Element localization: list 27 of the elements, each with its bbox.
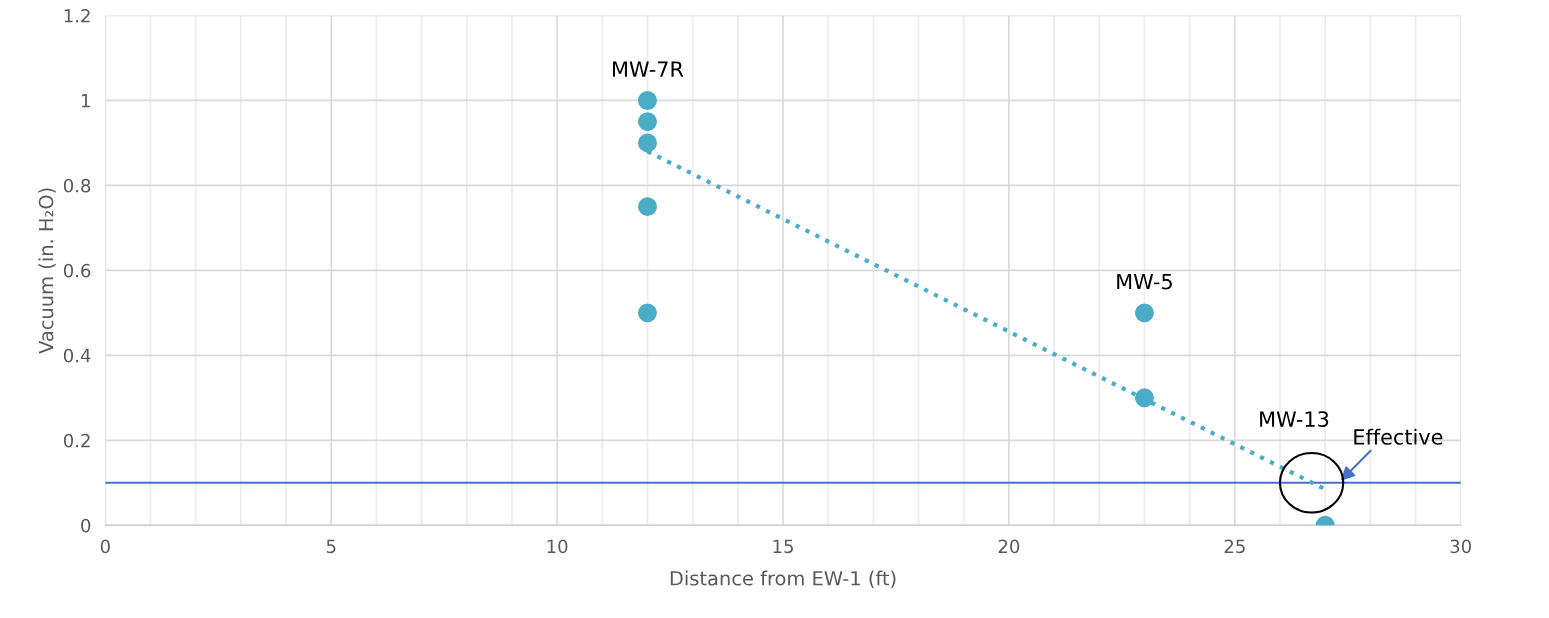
y-tick-label: 0.8	[63, 178, 91, 193]
point	[638, 197, 657, 217]
y-tick-label: 1.2	[64, 8, 90, 23]
point	[638, 303, 657, 323]
x-axis-title: Distance from EW-1 (ft)	[670, 570, 896, 588]
point	[638, 90, 657, 110]
y-tick-label: 1	[81, 94, 90, 108]
x-tick-label: 10	[547, 539, 568, 554]
y-tick-label: 0	[81, 518, 91, 533]
annotation: MW-7R	[613, 61, 684, 77]
x-tick-label: 15	[773, 539, 793, 554]
annotation: MW-5	[1117, 273, 1172, 290]
x-tick-label: 0	[100, 539, 110, 554]
y-axis-title: Vacuum (in. H₂O)	[38, 188, 56, 354]
annotation: Effective	[1354, 428, 1443, 445]
x-tick-label: 5	[326, 539, 336, 554]
annotation: MW-13	[1260, 411, 1329, 427]
point	[638, 133, 657, 153]
x-tick-label: 30	[1450, 539, 1471, 554]
x-tick-label: 25	[1224, 539, 1245, 554]
point	[1134, 388, 1154, 408]
y-tick-label: 0.2	[63, 433, 90, 448]
x-tick-label: 20	[998, 539, 1020, 554]
y-tick-label: 0.6	[63, 263, 91, 278]
point	[1134, 303, 1154, 323]
y-tick-label: 0.4	[63, 348, 91, 363]
point	[638, 112, 657, 132]
